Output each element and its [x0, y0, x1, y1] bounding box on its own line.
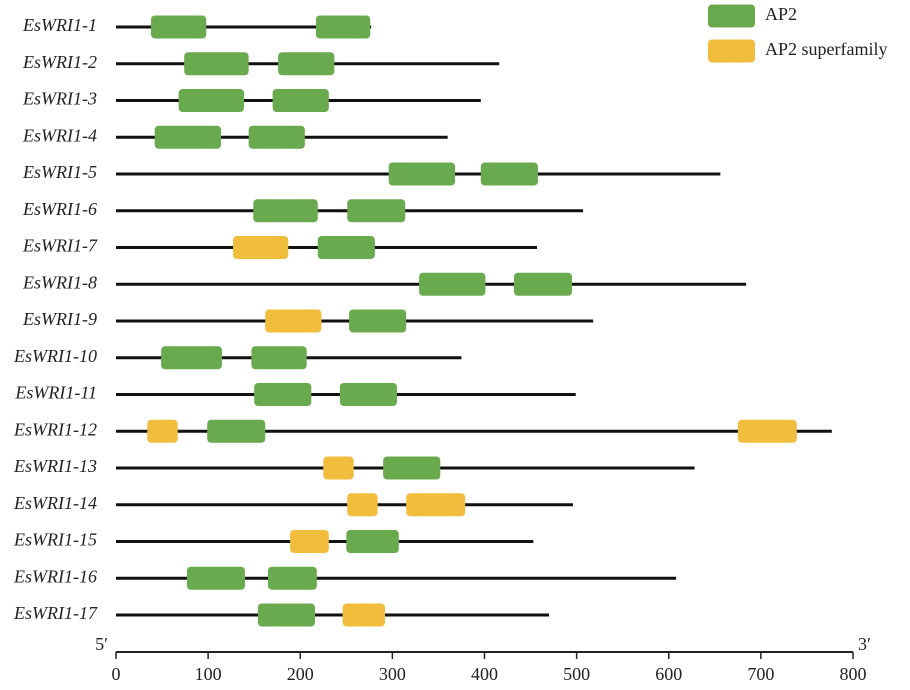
domain-box: [388, 162, 456, 186]
legend-swatch: [708, 4, 755, 28]
domain-box: [406, 493, 466, 517]
gene-label: EsWRI1-14: [13, 493, 97, 513]
domain-box: [347, 493, 378, 517]
gene-label: EsWRI1-4: [22, 125, 97, 145]
domain-box: [257, 603, 315, 627]
gene-label: EsWRI1-9: [22, 309, 97, 329]
domain-box: [248, 125, 305, 149]
x-tick-label: 800: [840, 664, 867, 684]
domain-box: [207, 419, 266, 443]
domain-box: [254, 383, 312, 406]
domain-box: [147, 419, 178, 443]
domain-box: [342, 603, 386, 627]
gene-label: EsWRI1-17: [13, 603, 98, 623]
x-tick-label: 400: [471, 664, 498, 684]
gene-label: EsWRI1-11: [14, 383, 97, 403]
domain-box: [347, 199, 406, 223]
legend-swatch: [708, 39, 755, 63]
domain-box: [265, 309, 322, 333]
legend-label: AP2 superfamily: [765, 39, 887, 59]
gene-label: EsWRI1-5: [22, 162, 97, 182]
domain-box: [251, 346, 307, 370]
domain-box: [480, 162, 538, 186]
x-tick-label: 300: [379, 664, 406, 684]
gene-label: EsWRI1-13: [13, 456, 97, 476]
domain-box: [178, 89, 245, 112]
domain-box: [419, 272, 486, 296]
domain-box: [232, 236, 289, 259]
domain-box: [184, 52, 249, 76]
domain-box: [154, 125, 222, 149]
start-label: 5′: [95, 634, 108, 654]
x-tick-label: 200: [287, 664, 314, 684]
gene-label: EsWRI1-10: [13, 346, 97, 366]
gene-label: EsWRI1-15: [13, 530, 97, 550]
domain-box: [272, 89, 329, 112]
gene-label: EsWRI1-6: [22, 199, 97, 219]
domain-box: [383, 456, 441, 480]
domain-box: [315, 15, 371, 39]
x-tick-label: 0: [112, 664, 121, 684]
domain-box: [186, 566, 245, 590]
gene-label: EsWRI1-3: [22, 89, 97, 109]
legend-label: AP2: [765, 4, 797, 24]
x-tick-label: 700: [747, 664, 774, 684]
gene-label: EsWRI1-7: [22, 236, 98, 256]
gene-label: EsWRI1-8: [22, 272, 97, 292]
domain-box: [339, 383, 397, 406]
domain-box: [349, 309, 407, 333]
gene-label: EsWRI1-2: [22, 52, 97, 72]
domain-box: [161, 346, 222, 370]
x-tick-label: 100: [195, 664, 222, 684]
domain-box: [737, 419, 797, 443]
x-tick-label: 600: [655, 664, 682, 684]
domain-box: [268, 566, 317, 590]
domain-box: [317, 236, 375, 259]
domain-box: [513, 272, 573, 296]
x-tick-label: 500: [563, 664, 590, 684]
domain-box: [253, 199, 318, 223]
domain-box: [346, 530, 399, 553]
domain-box: [323, 456, 354, 480]
domain-box: [278, 52, 335, 76]
gene-label: EsWRI1-1: [22, 15, 97, 35]
domain-box: [290, 530, 329, 553]
domain-box: [151, 15, 207, 39]
gene-label: EsWRI1-16: [13, 566, 97, 586]
end-label: 3′: [858, 634, 871, 654]
gene-label: EsWRI1-12: [13, 419, 97, 439]
